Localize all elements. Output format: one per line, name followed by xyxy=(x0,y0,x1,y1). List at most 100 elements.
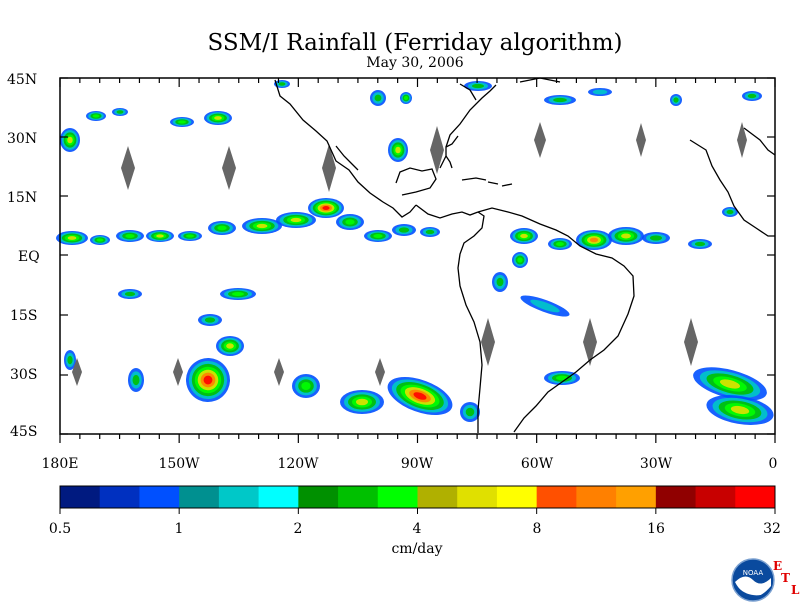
colorbar-tick-4: 4 xyxy=(412,521,422,537)
colorbar-swatch xyxy=(496,486,538,508)
colorbar-swatch xyxy=(735,486,776,508)
colorbar-tick-1: 1 xyxy=(174,521,184,537)
rain-blob xyxy=(688,239,712,249)
coastlines xyxy=(274,77,776,433)
colorbar-tick-16: 16 xyxy=(647,521,665,537)
colorbar-tick-32: 32 xyxy=(763,521,781,537)
rain-blob xyxy=(220,288,256,300)
rain-blob xyxy=(370,90,386,106)
rain-blob xyxy=(64,350,76,370)
rain-blob xyxy=(60,128,80,152)
rain-cell xyxy=(217,225,227,231)
lon-label-90w: 90W xyxy=(401,456,434,472)
rain-cell xyxy=(650,235,662,241)
rain-blob xyxy=(292,374,320,398)
rain-cell xyxy=(719,379,741,389)
rain-blob xyxy=(86,111,106,121)
lon-label-30w: 30W xyxy=(640,456,673,472)
swath-gaps xyxy=(72,122,747,386)
swath-gap xyxy=(583,318,597,366)
swath-gap xyxy=(222,146,236,190)
rain-cell xyxy=(726,209,734,215)
lon-label-150w: 150W xyxy=(158,456,200,472)
rain-cell xyxy=(589,237,599,243)
rain-blob xyxy=(388,138,408,162)
rain-blob xyxy=(460,402,480,422)
rain-blob xyxy=(364,230,392,242)
etl-mark-t: T xyxy=(781,571,790,585)
rain-cell xyxy=(301,382,311,390)
rain-cell xyxy=(232,292,244,296)
colorbar-swatch xyxy=(417,486,458,508)
rain-cell xyxy=(92,114,100,118)
rain-cell xyxy=(67,355,73,365)
axis-ticks xyxy=(59,77,776,443)
rain-cell xyxy=(496,277,504,287)
rain-cell xyxy=(204,317,216,323)
colorbar-swatch xyxy=(298,486,339,508)
colorbar-swatch xyxy=(377,486,418,508)
rain-cell xyxy=(278,82,286,86)
lat-axis: 45N 30N 15N EQ 15S 30S 45S xyxy=(7,72,40,440)
rain-blob xyxy=(588,88,612,96)
swath-gap xyxy=(481,318,495,366)
rain-blob xyxy=(170,117,194,127)
rain-blob xyxy=(198,314,222,326)
rain-cell xyxy=(96,238,104,242)
colorbar-tick-2: 2 xyxy=(293,521,303,537)
rain-cell xyxy=(322,206,330,210)
rain-blob xyxy=(544,371,580,385)
rain-cell xyxy=(398,227,410,233)
colorbar-swatch xyxy=(536,486,577,508)
rain-blob xyxy=(146,230,174,242)
rain-blob xyxy=(208,221,236,235)
rain-cell xyxy=(556,242,564,246)
rain-cell xyxy=(472,83,484,89)
rain-cell xyxy=(395,146,401,154)
swath-gap xyxy=(430,126,444,174)
lat-label-30s: 30S xyxy=(10,367,37,383)
rain-blob xyxy=(276,212,316,228)
rain-blob xyxy=(576,230,612,250)
colorbar-swatch xyxy=(60,486,101,508)
rain-cell xyxy=(592,89,608,95)
swath-gap xyxy=(636,123,646,157)
rain-blob xyxy=(492,272,508,292)
rain-blob xyxy=(116,230,144,242)
rain-field xyxy=(56,80,774,425)
rain-cell xyxy=(530,299,560,313)
colorbar-tick-8: 8 xyxy=(532,521,542,537)
rain-cell xyxy=(730,405,750,415)
rain-blob xyxy=(642,232,670,244)
rain-blob xyxy=(670,94,682,106)
rain-cell xyxy=(374,94,382,102)
swath-gap xyxy=(322,144,336,192)
rain-cell xyxy=(520,233,528,239)
rain-cell xyxy=(621,233,631,239)
rain-blob xyxy=(118,289,142,299)
rain-blob xyxy=(548,238,572,250)
rain-cell xyxy=(517,257,523,263)
rain-blob xyxy=(178,231,202,241)
rain-cell xyxy=(673,97,679,103)
lon-label-0: 0 xyxy=(769,456,778,472)
lon-label-120w: 120W xyxy=(277,456,319,472)
rain-cell xyxy=(186,234,194,238)
colorbar-swatch xyxy=(218,486,260,508)
swath-gap xyxy=(274,358,284,386)
colorbar-swatch xyxy=(695,486,736,508)
noaa-logo-text: NOAA xyxy=(743,569,764,577)
colorbar-swatch xyxy=(338,486,379,508)
rain-blob xyxy=(464,81,492,91)
rain-cell xyxy=(178,120,186,124)
rain-blob xyxy=(186,358,230,402)
rain-blob xyxy=(336,214,364,230)
rain-blob xyxy=(112,108,128,116)
swath-gap xyxy=(121,146,135,190)
noaa-logo: NOAA xyxy=(731,558,775,602)
rain-blob xyxy=(204,111,232,125)
colorbar-swatch xyxy=(616,486,657,508)
rain-blob xyxy=(216,336,244,356)
swath-gap xyxy=(173,358,183,386)
rain-cell xyxy=(465,407,475,417)
